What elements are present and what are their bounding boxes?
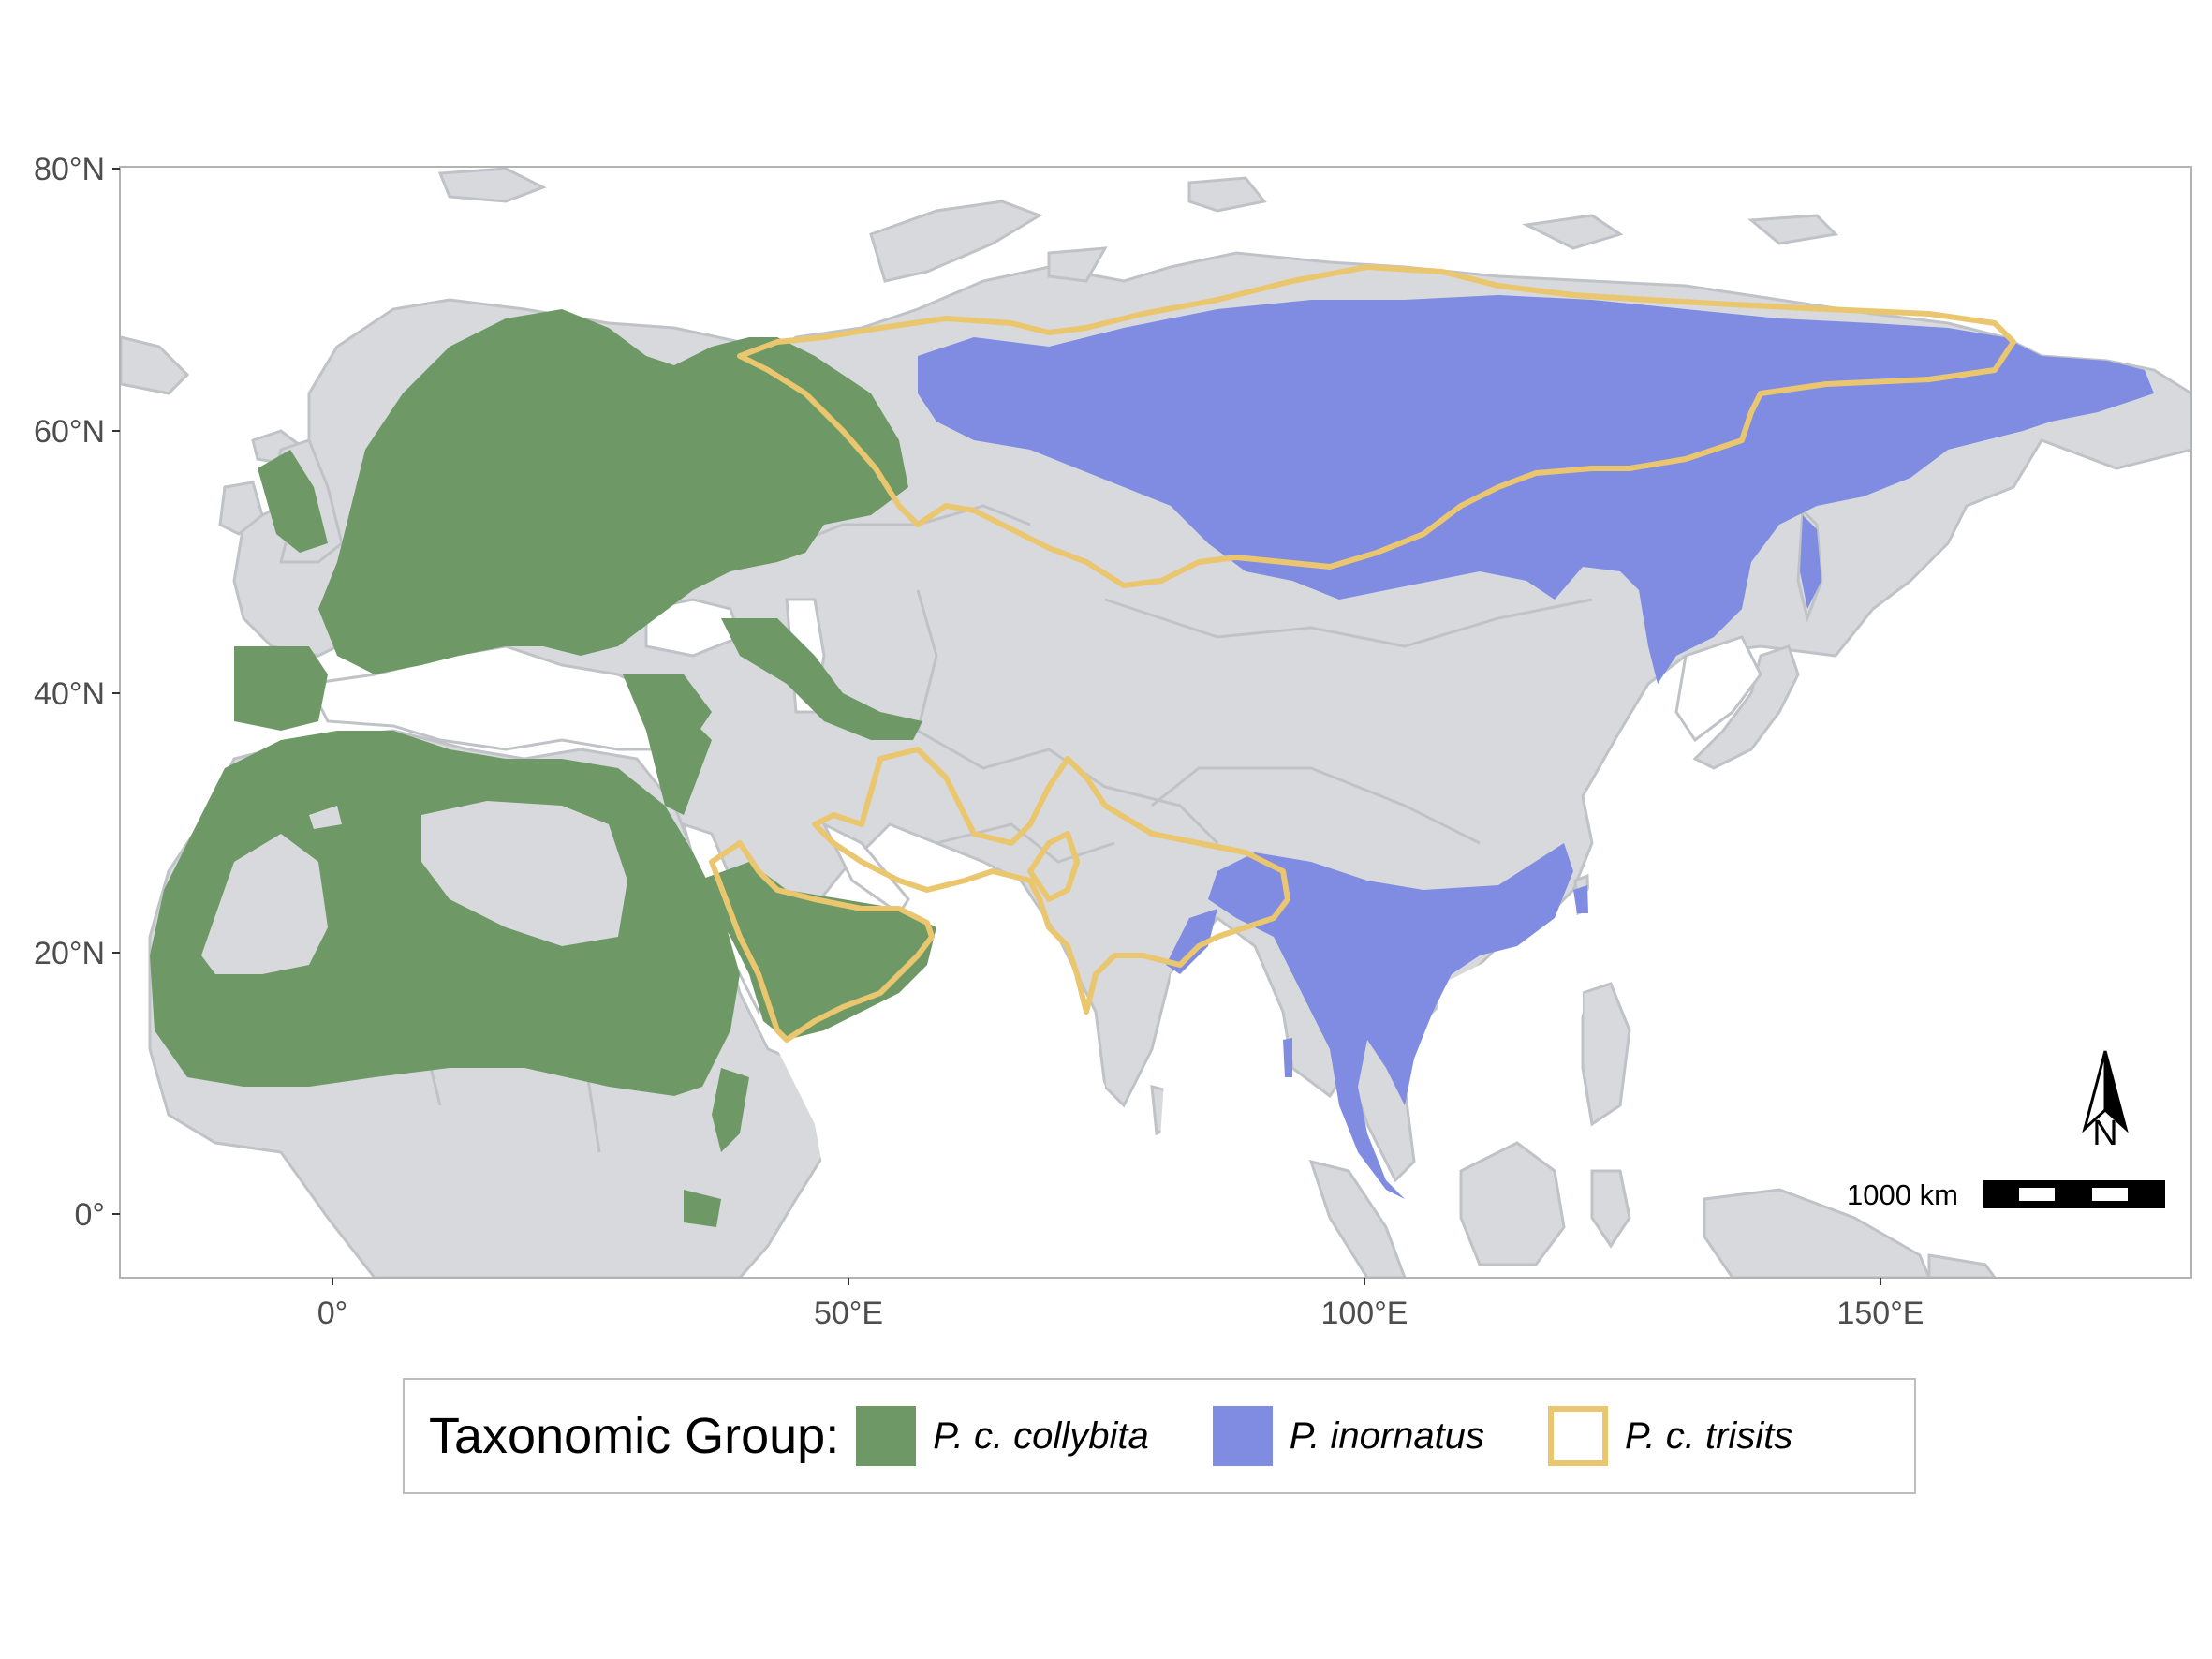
legend-swatch xyxy=(1212,1406,1273,1466)
legend-item-tristis: P. c. trisits xyxy=(1548,1406,1792,1466)
bay-of-bengal xyxy=(1152,927,1302,1277)
legend: Taxonomic Group: P. c. collybita P. inor… xyxy=(403,1378,1916,1494)
legend-swatch xyxy=(1548,1406,1609,1466)
x-axis: 0° 50°E 100°E 150°E xyxy=(317,1278,1924,1331)
legend-label: P. c. trisits xyxy=(1625,1415,1793,1457)
maritime-se-asia-land xyxy=(1308,1141,1997,1277)
east-china-sea xyxy=(1583,806,1733,955)
y-tick-label: 60°N xyxy=(34,414,105,450)
north-arrow-label: N xyxy=(2092,1114,2117,1153)
y-tick-label: 0° xyxy=(74,1197,105,1233)
x-tick-label: 150°E xyxy=(1836,1296,1924,1331)
south-china-sea xyxy=(1423,937,1583,1133)
x-tick-label: 0° xyxy=(317,1296,348,1331)
legend-label: P. c. collybita xyxy=(933,1415,1149,1457)
japan-land xyxy=(1692,644,1800,770)
y-tick-label: 20°N xyxy=(34,936,105,971)
legend-swatch xyxy=(856,1406,917,1466)
tristis-range xyxy=(709,264,2016,1043)
basemap xyxy=(121,168,2190,1277)
x-tick-label: 50°E xyxy=(814,1296,883,1331)
north-arrow-icon: N xyxy=(2082,1050,2129,1153)
legend-item-inornatus: P. inornatus xyxy=(1212,1406,1485,1466)
legend-label: P. inornatus xyxy=(1289,1415,1485,1457)
x-tick-label: 100°E xyxy=(1320,1296,1408,1331)
arctic-islands xyxy=(437,168,1839,283)
scale-bar-label: 1000 km xyxy=(1847,1178,1958,1211)
y-tick-label: 80°N xyxy=(34,152,105,187)
greenland-land xyxy=(121,335,190,395)
y-tick-label: 40°N xyxy=(34,676,105,712)
philippines-land xyxy=(1581,982,1631,1127)
arabian-sea xyxy=(777,899,1105,1277)
y-axis: 80°N 60°N 40°N 20°N 0° xyxy=(34,152,120,1233)
sea-of-japan xyxy=(1674,635,1762,743)
legend-item-collybita: P. c. collybita xyxy=(856,1406,1149,1466)
legend-title: Taxonomic Group: xyxy=(429,1408,840,1464)
persian-gulf xyxy=(820,821,910,916)
scale-bar xyxy=(1983,1180,2165,1208)
collybita-range-gaps xyxy=(201,801,627,974)
inornatus-range xyxy=(918,295,2154,1199)
